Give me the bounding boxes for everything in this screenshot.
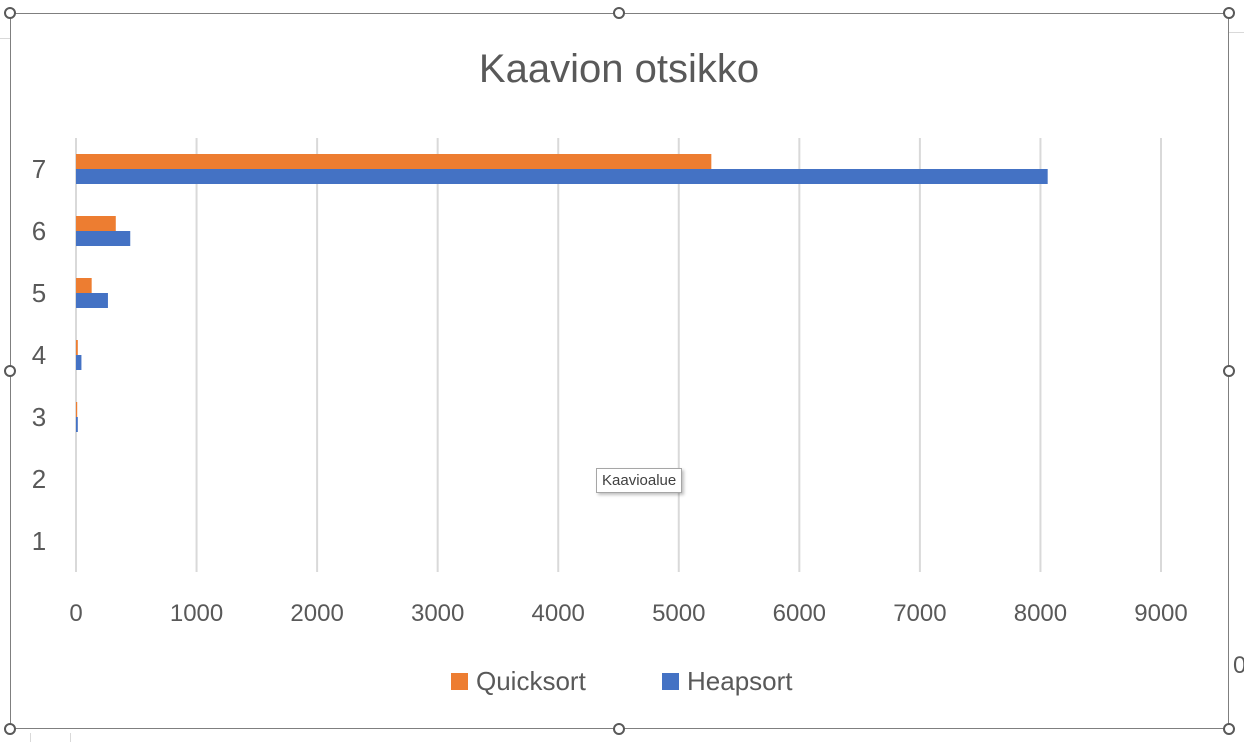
- bar-heapsort: [76, 231, 131, 246]
- bar-heapsort: [76, 169, 1048, 184]
- legend-label: Quicksort: [476, 666, 587, 696]
- sheet-gridline: [0, 38, 10, 39]
- resize-handle-top-center[interactable]: [613, 7, 625, 19]
- x-tick-label: 4000: [532, 600, 585, 627]
- x-tick-label: 1000: [170, 600, 223, 627]
- x-tick-label: 2000: [290, 600, 343, 627]
- gridlines: [75, 138, 1162, 572]
- sheet-gridline: [30, 733, 31, 742]
- legend[interactable]: Quicksort Heapsort: [451, 666, 793, 696]
- x-axis-labels: 0 1000 2000 3000 4000 5000 6000 7000 8000 9000: [69, 600, 1187, 627]
- resize-handle-top-right[interactable]: [1223, 7, 1235, 19]
- chart-area[interactable]: [10, 13, 1229, 729]
- sheet-gridline: [70, 733, 71, 742]
- legend-swatch: [662, 673, 679, 690]
- chart-area-tooltip: Kaavioalue: [596, 468, 683, 493]
- bar-quicksort: [76, 154, 712, 169]
- bar-heapsort: [76, 417, 78, 432]
- x-tick-label: 8000: [1014, 600, 1067, 627]
- resize-handle-top-left[interactable]: [4, 7, 16, 19]
- x-tick-label: 3000: [411, 600, 464, 627]
- chart-title[interactable]: Kaavion otsikko: [479, 47, 759, 91]
- bar-heapsort: [76, 355, 82, 370]
- legend-swatch: [451, 673, 468, 690]
- resize-handle-bottom-center[interactable]: [613, 723, 625, 735]
- y-tick-label: 4: [32, 340, 46, 370]
- bar-quicksort: [76, 216, 116, 231]
- y-tick-label: 3: [32, 402, 46, 432]
- y-tick-label: 5: [32, 278, 46, 308]
- resize-handle-bottom-left[interactable]: [4, 723, 16, 735]
- bar-quicksort: [76, 402, 78, 417]
- legend-label: Heapsort: [687, 666, 793, 696]
- cell-fragment-text: 0: [1233, 652, 1244, 679]
- y-axis-labels: 1 2 3 4 5 6 7: [32, 154, 46, 556]
- x-tick-label: 5000: [652, 600, 705, 627]
- resize-handle-middle-right[interactable]: [1223, 365, 1235, 377]
- resize-handle-middle-left[interactable]: [4, 365, 16, 377]
- x-tick-label: 6000: [773, 600, 826, 627]
- y-tick-label: 6: [32, 216, 46, 246]
- x-tick-label: 9000: [1134, 600, 1187, 627]
- bar-quicksort: [76, 340, 78, 355]
- x-tick-label: 7000: [893, 600, 946, 627]
- bar-heapsort: [76, 293, 108, 308]
- y-tick-label: 2: [32, 464, 46, 494]
- y-tick-label: 7: [32, 154, 46, 184]
- bars: [76, 154, 1048, 432]
- sheet-gridline: [1229, 32, 1244, 33]
- x-tick-label: 0: [69, 600, 82, 627]
- resize-handle-bottom-right[interactable]: [1223, 723, 1235, 735]
- y-tick-label: 1: [32, 526, 46, 556]
- bar-quicksort: [76, 278, 92, 293]
